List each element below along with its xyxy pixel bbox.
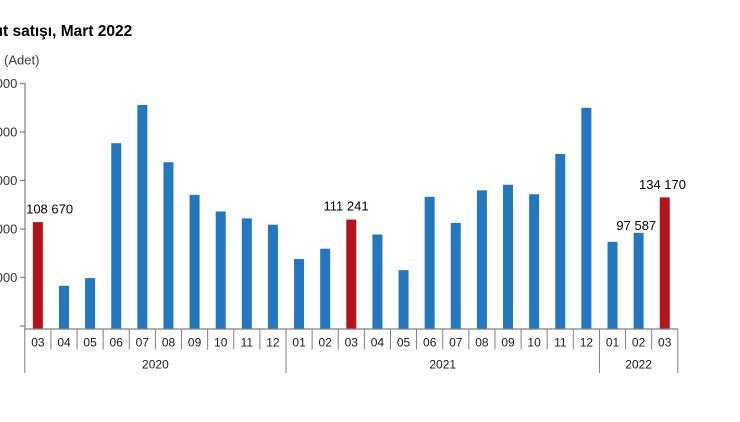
svg-text:03: 03 [345,336,359,350]
svg-text:11: 11 [241,336,254,350]
svg-text:50 000: 50 000 [0,270,17,285]
svg-text:07: 07 [449,336,463,350]
svg-text:(Adet): (Adet) [4,53,39,68]
svg-text:111 241: 111 241 [324,198,369,213]
svg-text:01: 01 [606,336,620,350]
svg-text:03: 03 [658,336,672,350]
svg-text:150 000: 150 000 [0,173,17,188]
svg-text:09: 09 [501,336,515,350]
svg-text:02: 02 [319,336,333,350]
svg-text:04: 04 [371,336,385,350]
svg-text:02: 02 [632,336,646,350]
svg-text:200 000: 200 000 [0,125,17,140]
svg-text:250 000: 250 000 [0,76,17,91]
svg-text:2020: 2020 [142,358,169,372]
svg-text:10: 10 [527,336,541,350]
svg-text:100 000: 100 000 [0,222,17,237]
svg-text:12: 12 [266,336,280,350]
svg-text:2022: 2022 [625,358,652,372]
svg-text:09: 09 [188,336,202,350]
svg-text:08: 08 [162,336,176,350]
svg-text:06: 06 [423,336,437,350]
svg-text:08: 08 [475,336,489,350]
svg-text:05: 05 [397,336,411,350]
svg-text:2021: 2021 [429,358,456,372]
svg-text:12: 12 [580,336,594,350]
svg-text:03: 03 [31,336,45,350]
svg-text:Konut satışı, Mart 2022: Konut satışı, Mart 2022 [0,23,132,40]
svg-text:05: 05 [83,336,97,350]
svg-text:97 587: 97 587 [616,218,656,233]
svg-text:07: 07 [136,336,150,350]
svg-text:06: 06 [110,336,124,350]
svg-text:108 670: 108 670 [26,201,73,216]
svg-text:134 170: 134 170 [639,177,686,192]
svg-text:01: 01 [292,336,306,350]
svg-text:11: 11 [554,336,567,350]
svg-text:10: 10 [214,336,228,350]
svg-text:04: 04 [57,336,71,350]
